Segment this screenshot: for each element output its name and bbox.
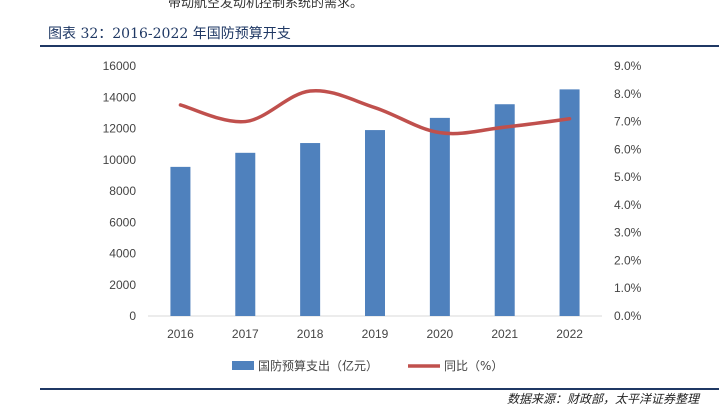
bar [300,143,321,316]
right-tick-label: 4.0% [614,198,642,212]
right-tick-label: 1.0% [614,281,642,295]
right-tick-label: 8.0% [614,87,642,101]
figure-title-bar: 图表 32：2016-2022 年国防预算开支 [40,22,719,44]
figure-title: 图表 32：2016-2022 年国防预算开支 [48,26,291,42]
x-tick-label: 2021 [491,327,518,341]
bar [559,89,580,316]
truncated-body-text: 带动航空发动机控制系统的需求。 [168,0,364,11]
legend-bar-label: 国防预算支出（亿元） [258,358,378,373]
bar [170,166,191,316]
x-tick-label: 2019 [362,327,389,341]
bar-series [170,89,580,316]
x-tick-label: 2017 [232,327,259,341]
bar [365,130,385,316]
yoy-line [178,88,572,136]
bar [494,104,515,316]
x-tick-label: 2018 [297,327,324,341]
legend-bar-swatch [232,361,254,370]
right-tick-label: 5.0% [614,170,642,184]
left-tick-label: 2000 [109,278,136,292]
bar [429,117,450,316]
right-tick-label: 7.0% [614,115,642,129]
right-tick-label: 3.0% [614,226,642,240]
title-rule [40,45,719,47]
right-tick-label: 2.0% [614,253,642,267]
x-tick-label: 2020 [427,327,454,341]
x-tick-label: 2022 [556,327,583,341]
bar [235,152,256,316]
left-tick-label: 14000 [103,90,137,104]
right-tick-label: 6.0% [614,142,642,156]
left-axis: 0 2000 4000 6000 8000 10000 12000 14000 16000 [103,59,137,323]
legend-line-label: 同比（%） [444,359,503,373]
right-axis: 0.0% 1.0% 2.0% 3.0% 4.0% 5.0% 6.0% 7.0% 8.0% 9.0% [614,59,642,323]
right-tick-label: 0.0% [614,309,642,323]
x-axis: 2016 2017 2018 2019 2020 2021 2022 [167,327,583,341]
right-tick-label: 9.0% [614,59,642,73]
left-tick-label: 0 [129,309,136,323]
left-tick-label: 12000 [103,122,137,136]
x-tick-label: 2016 [167,327,194,341]
left-tick-label: 4000 [109,247,136,261]
left-tick-label: 6000 [109,215,136,229]
left-tick-label: 16000 [103,59,137,73]
left-tick-label: 10000 [103,153,137,167]
data-source: 数据来源：财政部，太平洋证券整理 [506,392,699,406]
legend: 国防预算支出（亿元） 同比（%） [232,358,503,373]
footer-rule [40,388,719,390]
left-tick-label: 8000 [109,184,136,198]
